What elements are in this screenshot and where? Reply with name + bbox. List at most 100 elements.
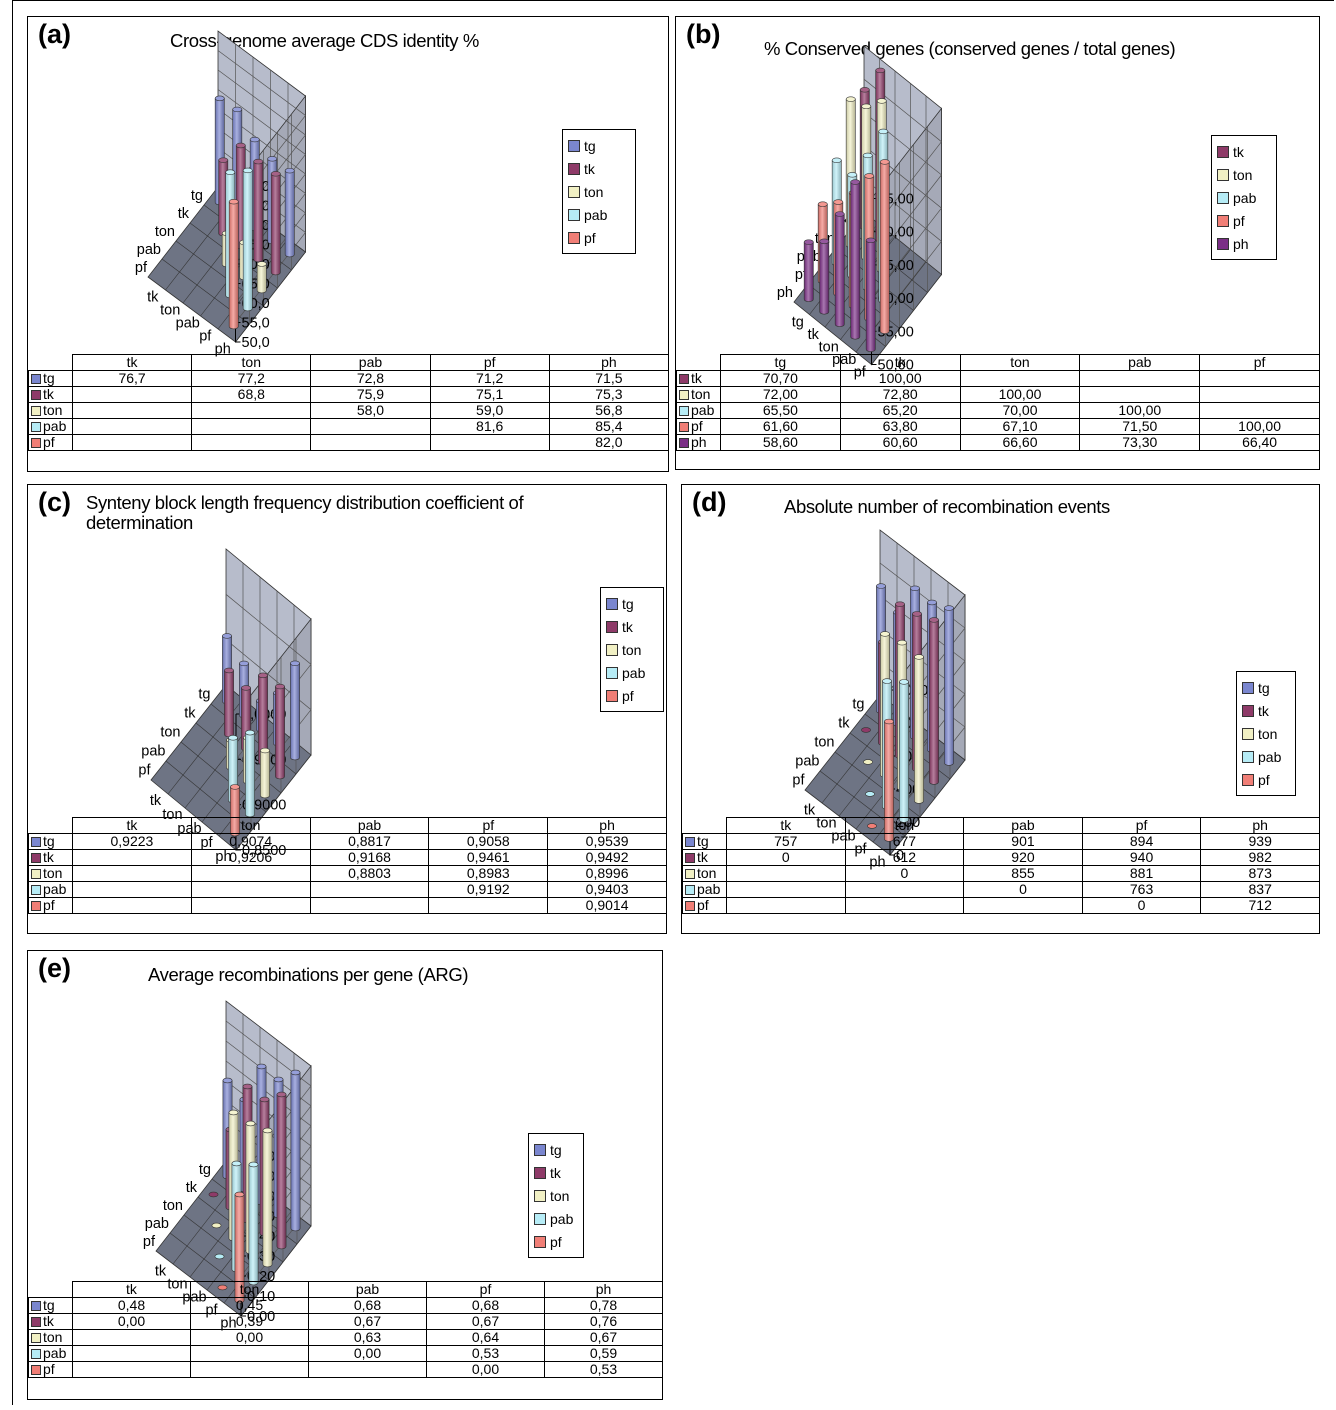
bar-top bbox=[848, 172, 857, 177]
table-row: pab 0,00 0,53 0,59 bbox=[29, 1346, 663, 1362]
legend-label: ton bbox=[584, 184, 603, 200]
table-cell: 0,9461 bbox=[429, 850, 548, 866]
table-corner bbox=[677, 355, 721, 371]
row-label: ton bbox=[43, 1330, 62, 1346]
table-cell bbox=[1080, 371, 1200, 387]
table-cell: 0,00 bbox=[191, 1330, 309, 1346]
table-cell: 0,68 bbox=[427, 1298, 545, 1314]
row-label: tk bbox=[43, 387, 54, 403]
table-row-header: ph bbox=[677, 435, 721, 451]
table-row: pf 0,00 0,53 bbox=[29, 1362, 663, 1378]
table-cell: 712 bbox=[1201, 898, 1320, 914]
table-cell: 612 bbox=[845, 850, 964, 866]
row-swatch bbox=[685, 869, 695, 879]
bar-top bbox=[236, 143, 245, 148]
row-axis-label: ton bbox=[814, 735, 834, 751]
legend-item: ton bbox=[568, 180, 630, 203]
table-row: pab 81,6 85,4 bbox=[29, 419, 669, 435]
table-row-header: pab bbox=[677, 403, 721, 419]
table-cell: 58,60 bbox=[721, 435, 841, 451]
bar-top bbox=[879, 129, 888, 134]
bar-top bbox=[229, 1110, 238, 1115]
row-swatch bbox=[31, 1365, 41, 1375]
legend-item: pf bbox=[568, 226, 630, 249]
table-cell bbox=[191, 1346, 309, 1362]
table-cell: 939 bbox=[1201, 834, 1320, 850]
table-cell: 0,68 bbox=[309, 1298, 427, 1314]
table-row-header: pab bbox=[29, 882, 73, 898]
table-cell bbox=[73, 403, 192, 419]
bar-top bbox=[233, 107, 242, 112]
table-cell: 100,00 bbox=[840, 371, 960, 387]
table-cell: 901 bbox=[964, 834, 1083, 850]
table-cell: 0,9168 bbox=[310, 850, 429, 866]
bar-top bbox=[866, 238, 875, 243]
table-cell: 71,2 bbox=[430, 371, 549, 387]
table-cell: 855 bbox=[964, 866, 1083, 882]
row-swatch bbox=[31, 438, 41, 448]
row-swatch bbox=[685, 853, 695, 863]
row-label: pf bbox=[691, 419, 703, 435]
table-cell: 71,5 bbox=[549, 371, 668, 387]
table-cell bbox=[310, 898, 429, 914]
table-row-header: tk bbox=[29, 1314, 73, 1330]
legend-swatch bbox=[568, 186, 580, 198]
row-swatch bbox=[31, 406, 41, 416]
table-cell: 100,00 bbox=[960, 387, 1080, 403]
table-col-header: pab bbox=[1080, 355, 1200, 371]
bar-top bbox=[834, 200, 843, 205]
table-cell: 85,4 bbox=[549, 419, 668, 435]
row-axis-label: ton bbox=[160, 725, 180, 741]
row-label: tk bbox=[697, 850, 708, 866]
table-row: tg 76,7 77,2 72,8 71,2 71,5 bbox=[29, 371, 669, 387]
table-cell bbox=[1200, 387, 1320, 403]
bar-top bbox=[877, 99, 886, 104]
table-cell: 0,9058 bbox=[429, 834, 548, 850]
chart-legend: tg tk ton pab pf bbox=[562, 129, 636, 254]
table-row-header: tg bbox=[29, 371, 73, 387]
legend-label: tk bbox=[550, 1165, 561, 1181]
col-axis-label: tk bbox=[150, 793, 162, 809]
table-col-header: ph bbox=[1201, 818, 1320, 834]
table-col-header: pf bbox=[427, 1282, 545, 1298]
bar-top bbox=[863, 153, 872, 158]
bar-top bbox=[291, 1070, 300, 1075]
table-cell: 58,0 bbox=[311, 403, 430, 419]
legend-swatch bbox=[1242, 728, 1254, 740]
row-label: tg bbox=[43, 371, 55, 387]
bar-top bbox=[226, 170, 235, 175]
col-axis-label: pab bbox=[176, 316, 200, 332]
table-row-header: ton bbox=[29, 403, 73, 419]
row-label: tg bbox=[43, 834, 55, 850]
table-cell: 65,20 bbox=[840, 403, 960, 419]
bar-pf-pf bbox=[880, 162, 889, 334]
legend-swatch bbox=[1242, 774, 1254, 786]
bar-top bbox=[257, 262, 266, 267]
table-col-header: ton bbox=[845, 818, 964, 834]
row-label: ton bbox=[697, 866, 716, 882]
table-cell bbox=[192, 403, 311, 419]
bar-tk-ph bbox=[277, 1095, 286, 1249]
bar-top bbox=[243, 1084, 252, 1089]
bar-top bbox=[229, 199, 238, 204]
table-row: tk 0,00 0,39 0,67 0,67 0,76 bbox=[29, 1314, 663, 1330]
row-axis-label: ph bbox=[777, 285, 793, 301]
legend-item: pab bbox=[1242, 745, 1290, 768]
row-axis-label: pab bbox=[145, 1216, 169, 1232]
table-row-header: ton bbox=[29, 866, 73, 882]
row-label: pf bbox=[697, 898, 709, 914]
row-swatch bbox=[685, 837, 695, 847]
table-row: ph 58,60 60,60 66,60 73,30 66,40 bbox=[677, 435, 1320, 451]
table-cell bbox=[73, 1362, 191, 1378]
table-cell bbox=[845, 898, 964, 914]
table-row-header: ton bbox=[677, 387, 721, 403]
legend-label: pab bbox=[1258, 749, 1281, 765]
legend-item: tk bbox=[534, 1161, 578, 1184]
bar-top bbox=[260, 748, 269, 753]
legend-label: tg bbox=[584, 138, 596, 154]
row-axis-label: pf bbox=[792, 773, 805, 789]
table-cell: 0,00 bbox=[427, 1362, 545, 1378]
legend-swatch bbox=[568, 140, 580, 152]
bar-top bbox=[260, 1097, 269, 1102]
table-col-header: pab bbox=[964, 818, 1083, 834]
